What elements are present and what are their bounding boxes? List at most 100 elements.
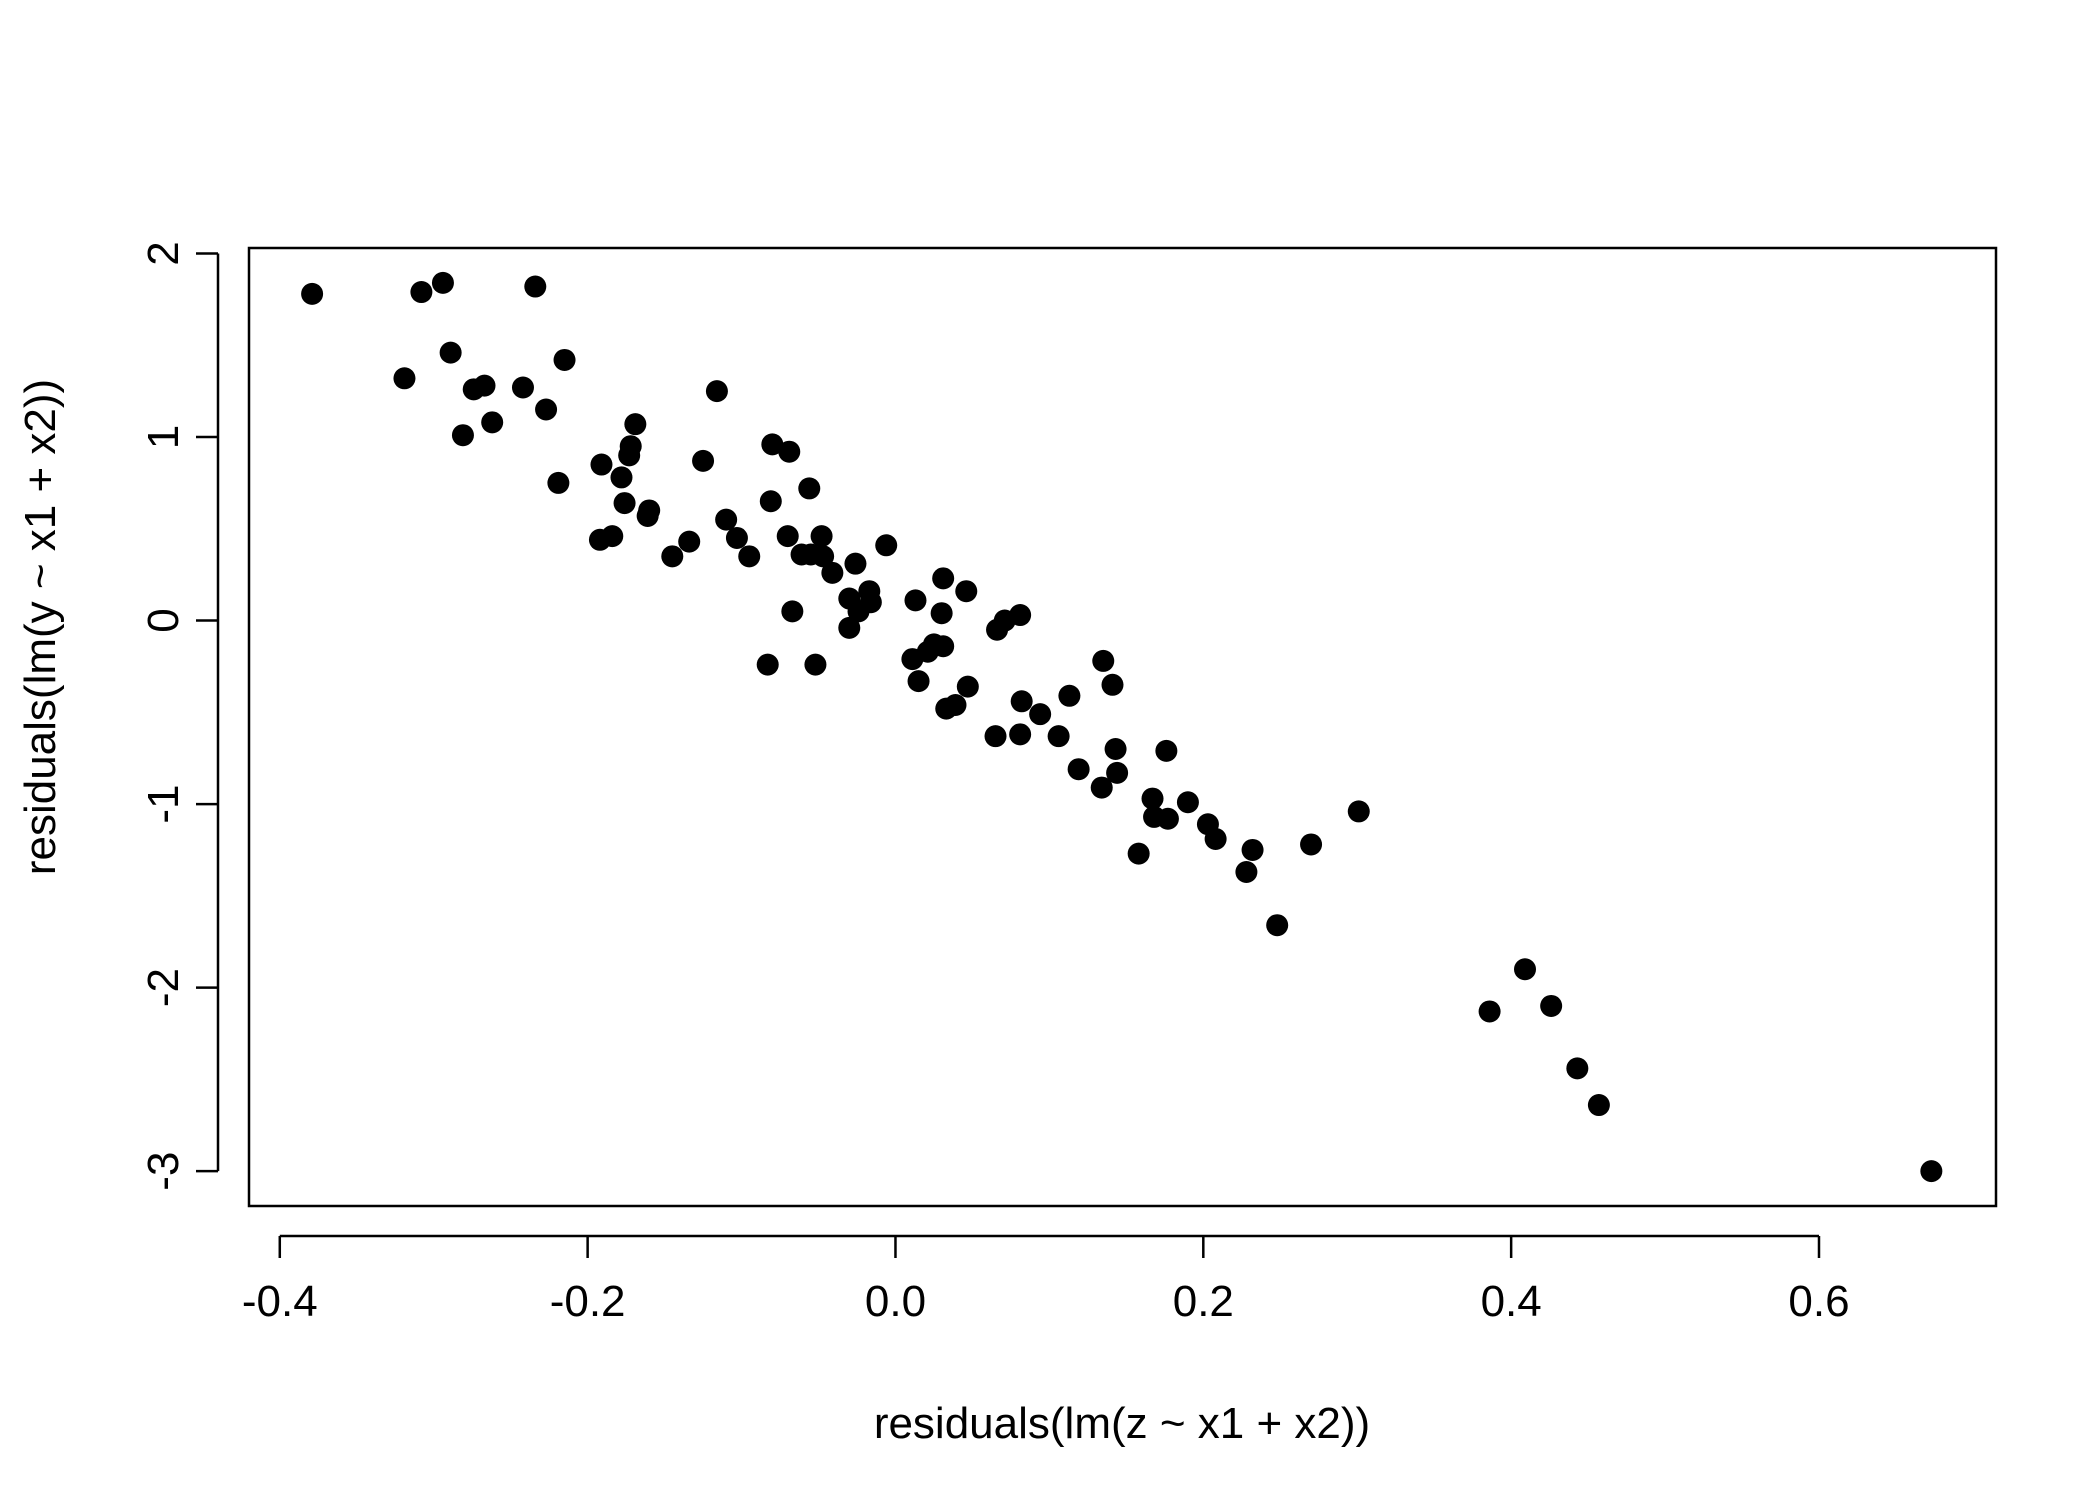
data-point [678,530,701,553]
data-point [1104,738,1127,761]
data-point [778,440,801,463]
data-point [930,602,953,625]
data-point [810,525,833,548]
data-point [804,653,827,676]
data-point [624,413,647,436]
data-point [451,424,474,447]
data-point [781,600,804,623]
data-point [907,670,930,693]
y-axis: 2 1 0 -1 -2 -3 [139,241,220,1191]
data-point [301,282,324,305]
data-point [1155,739,1178,762]
data-point [1127,842,1150,865]
data-point [738,545,761,568]
data-point [692,449,715,472]
data-point [1156,807,1179,830]
data-point [636,504,659,527]
data-point [984,725,1007,748]
data-point [1009,723,1032,746]
data-point [1514,958,1537,981]
x-axis: -0.4 -0.2 0.0 0.2 0.4 0.6 [242,1234,1850,1326]
data-point [1029,703,1052,726]
data-point [1566,1057,1589,1080]
y-tick-label: 1 [139,425,188,449]
data-point [812,545,835,568]
data-point [759,490,782,513]
data-point [1090,776,1113,799]
y-tick-label: 0 [139,608,188,632]
data-point [761,433,784,456]
data-point [844,552,867,575]
data-point [955,580,978,603]
x-axis-label: residuals(lm(z ~ x1 + x2)) [874,1399,1370,1448]
data-point [601,525,624,548]
data-point [756,653,779,676]
data-point [431,271,454,294]
data-point [776,525,799,548]
y-axis-label: residuals(lm(y ~ x1 + x2)) [16,379,65,875]
data-point [821,561,844,584]
data-point [1092,649,1115,672]
data-point [1266,914,1289,937]
data-point [956,675,979,698]
x-tick-label: 0.0 [865,1277,926,1326]
data-point [1235,860,1258,883]
data-point [935,697,958,720]
x-tick-label: -0.4 [242,1277,318,1326]
data-point [535,398,558,421]
data-point [610,466,633,489]
y-tick-label: -2 [139,968,188,1007]
data-point [524,275,547,298]
data-point [439,341,462,364]
x-tick-label: 0.4 [1481,1277,1542,1326]
data-point [1067,758,1090,781]
data-point [705,380,728,403]
plot-frame [247,246,1998,1208]
x-tick-label: -0.2 [550,1277,626,1326]
data-point [1058,684,1081,707]
data-point [393,367,416,390]
y-tick-label: -3 [139,1152,188,1191]
data-point [1300,833,1323,856]
data-point [613,492,636,515]
data-point [1009,604,1032,627]
y-tick-label: -1 [139,785,188,824]
data-point [410,281,433,304]
data-point [798,477,821,500]
data-point [618,444,641,467]
data-point [473,374,496,397]
y-tick-label: 2 [139,241,188,265]
data-point [901,648,924,671]
x-tick-label: 0.2 [1173,1277,1234,1326]
data-point [904,589,927,612]
data-point [1241,838,1264,861]
x-tick-label: 0.6 [1788,1277,1849,1326]
data-point [932,635,955,658]
data-point [511,376,534,399]
data-point [1141,787,1164,810]
data-point [590,453,613,476]
data-point [553,348,576,371]
data-point [547,471,570,494]
data-point [481,411,504,434]
data-point [715,508,738,531]
data-point [1101,673,1124,696]
data-point [1478,1000,1501,1023]
data-point [661,545,684,568]
data-point [1010,690,1033,713]
data-point [1587,1094,1610,1117]
data-point [1204,827,1227,850]
data-point [1047,725,1070,748]
data-point [1920,1160,1943,1183]
data-point [1540,994,1563,1017]
data-point [932,567,955,590]
data-point [1176,791,1199,814]
data-point [1106,761,1129,784]
data-point [838,616,861,639]
data-points [301,271,1943,1183]
data-point [875,534,898,557]
data-point [859,591,882,614]
data-point [725,526,748,549]
data-point [1347,800,1370,823]
